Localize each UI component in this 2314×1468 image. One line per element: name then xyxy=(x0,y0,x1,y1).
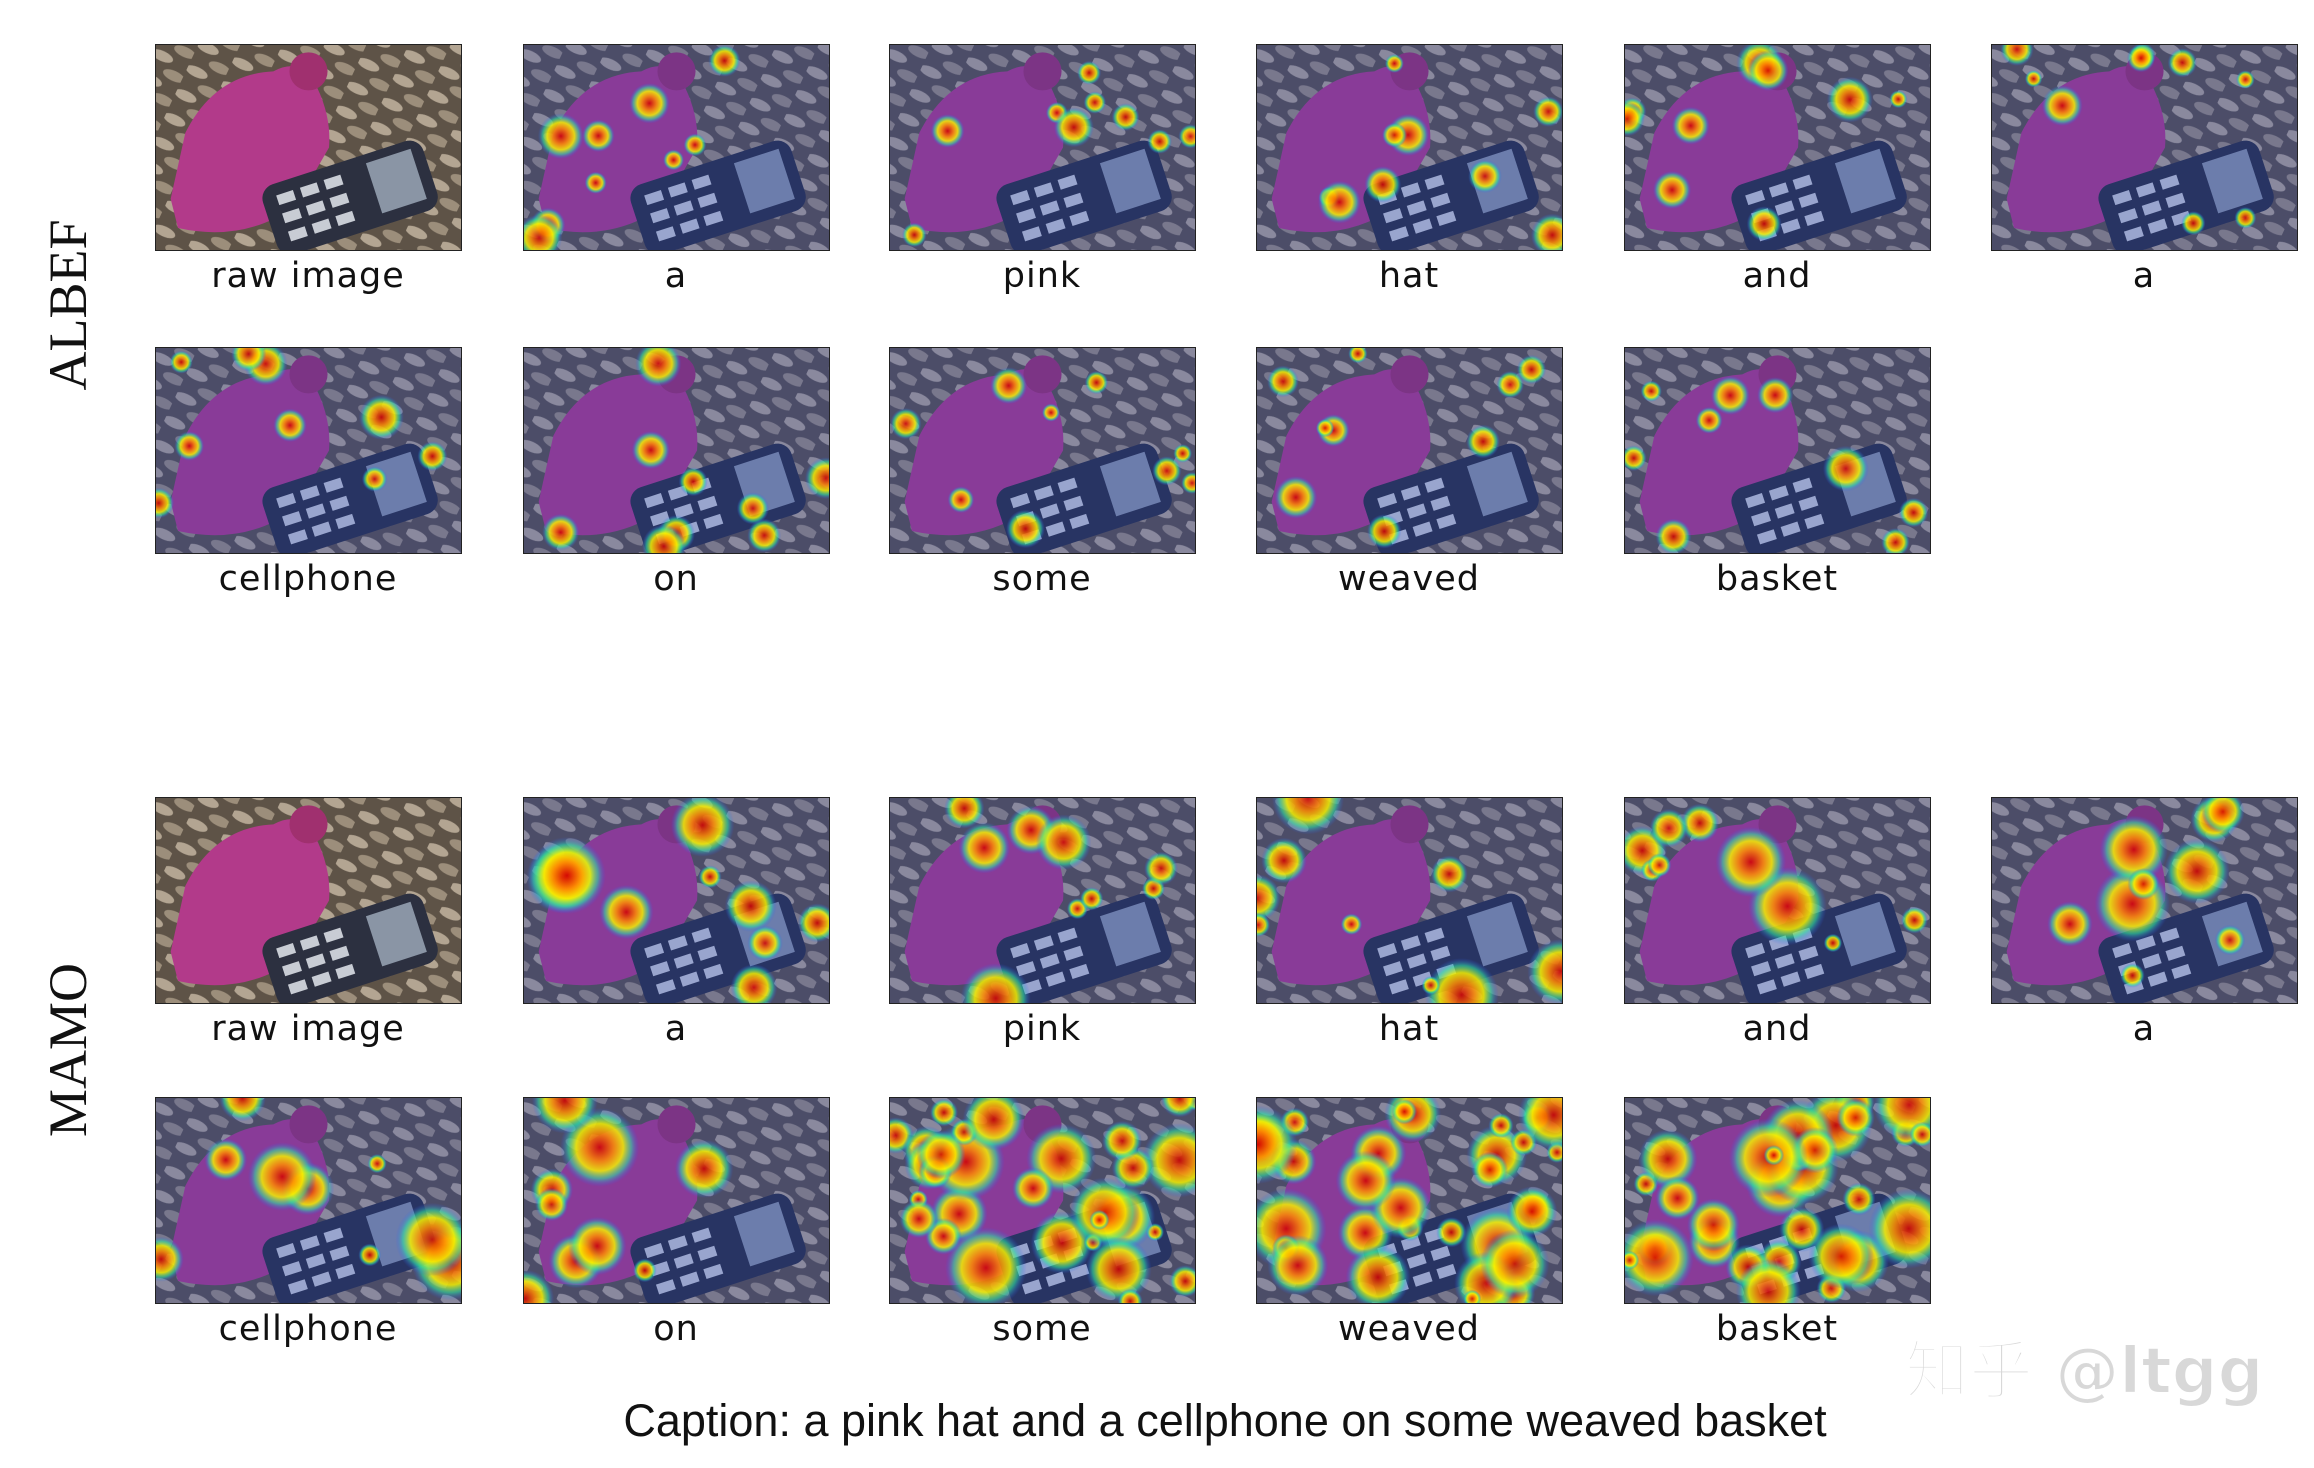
word-label: on xyxy=(653,1309,699,1349)
word-label: weaved xyxy=(1337,1309,1481,1349)
thumbnail xyxy=(155,347,462,554)
word-label: raw image xyxy=(211,1009,405,1049)
thumbnail xyxy=(523,347,830,554)
thumbnail xyxy=(1624,797,1931,1004)
thumbnail xyxy=(1256,347,1563,554)
watermark: 知乎 @ltgg xyxy=(1904,1334,2264,1410)
thumbnail xyxy=(523,1097,830,1304)
word-label: a xyxy=(2132,1009,2156,1049)
thumbnail xyxy=(523,44,830,251)
thumbnail xyxy=(1624,44,1931,251)
caption: Caption: a pink hat and a cellphone on s… xyxy=(623,1395,1827,1446)
word-label: some xyxy=(992,1309,1092,1349)
thumbnail xyxy=(155,1097,462,1304)
word-label: on xyxy=(653,559,699,599)
thumbnail xyxy=(889,797,1196,1004)
thumbnail xyxy=(1624,347,1931,554)
word-label: some xyxy=(992,559,1092,599)
word-label: hat xyxy=(1378,256,1440,296)
thumbnail xyxy=(889,347,1196,554)
word-label: raw image xyxy=(211,256,405,296)
word-label: pink xyxy=(1002,1009,1082,1049)
word-label: a xyxy=(664,256,688,296)
section-label: MAMO xyxy=(38,962,98,1138)
thumbnail xyxy=(155,44,462,251)
word-label: a xyxy=(2132,256,2156,296)
word-label: and xyxy=(1742,1009,1812,1049)
word-label: hat xyxy=(1378,1009,1440,1049)
thumbnail xyxy=(155,797,462,1004)
word-label: basket xyxy=(1715,1309,1839,1349)
thumbnail xyxy=(1256,797,1563,1004)
thumbnail xyxy=(523,797,830,1004)
thumbnail xyxy=(889,1097,1196,1304)
thumbnail xyxy=(889,44,1196,251)
word-label: basket xyxy=(1715,559,1839,599)
section-label: ALBEF xyxy=(38,219,98,391)
thumbnail xyxy=(1624,1097,1931,1304)
word-label: a xyxy=(664,1009,688,1049)
word-label: weaved xyxy=(1337,559,1481,599)
thumbnail xyxy=(1256,44,1563,251)
thumbnail xyxy=(1256,1097,1563,1304)
thumbnail xyxy=(1991,44,2298,251)
word-label: cellphone xyxy=(218,1309,398,1349)
word-label: and xyxy=(1742,256,1812,296)
thumbnail xyxy=(1991,797,2298,1004)
word-label: pink xyxy=(1002,256,1082,296)
word-label: cellphone xyxy=(218,559,398,599)
